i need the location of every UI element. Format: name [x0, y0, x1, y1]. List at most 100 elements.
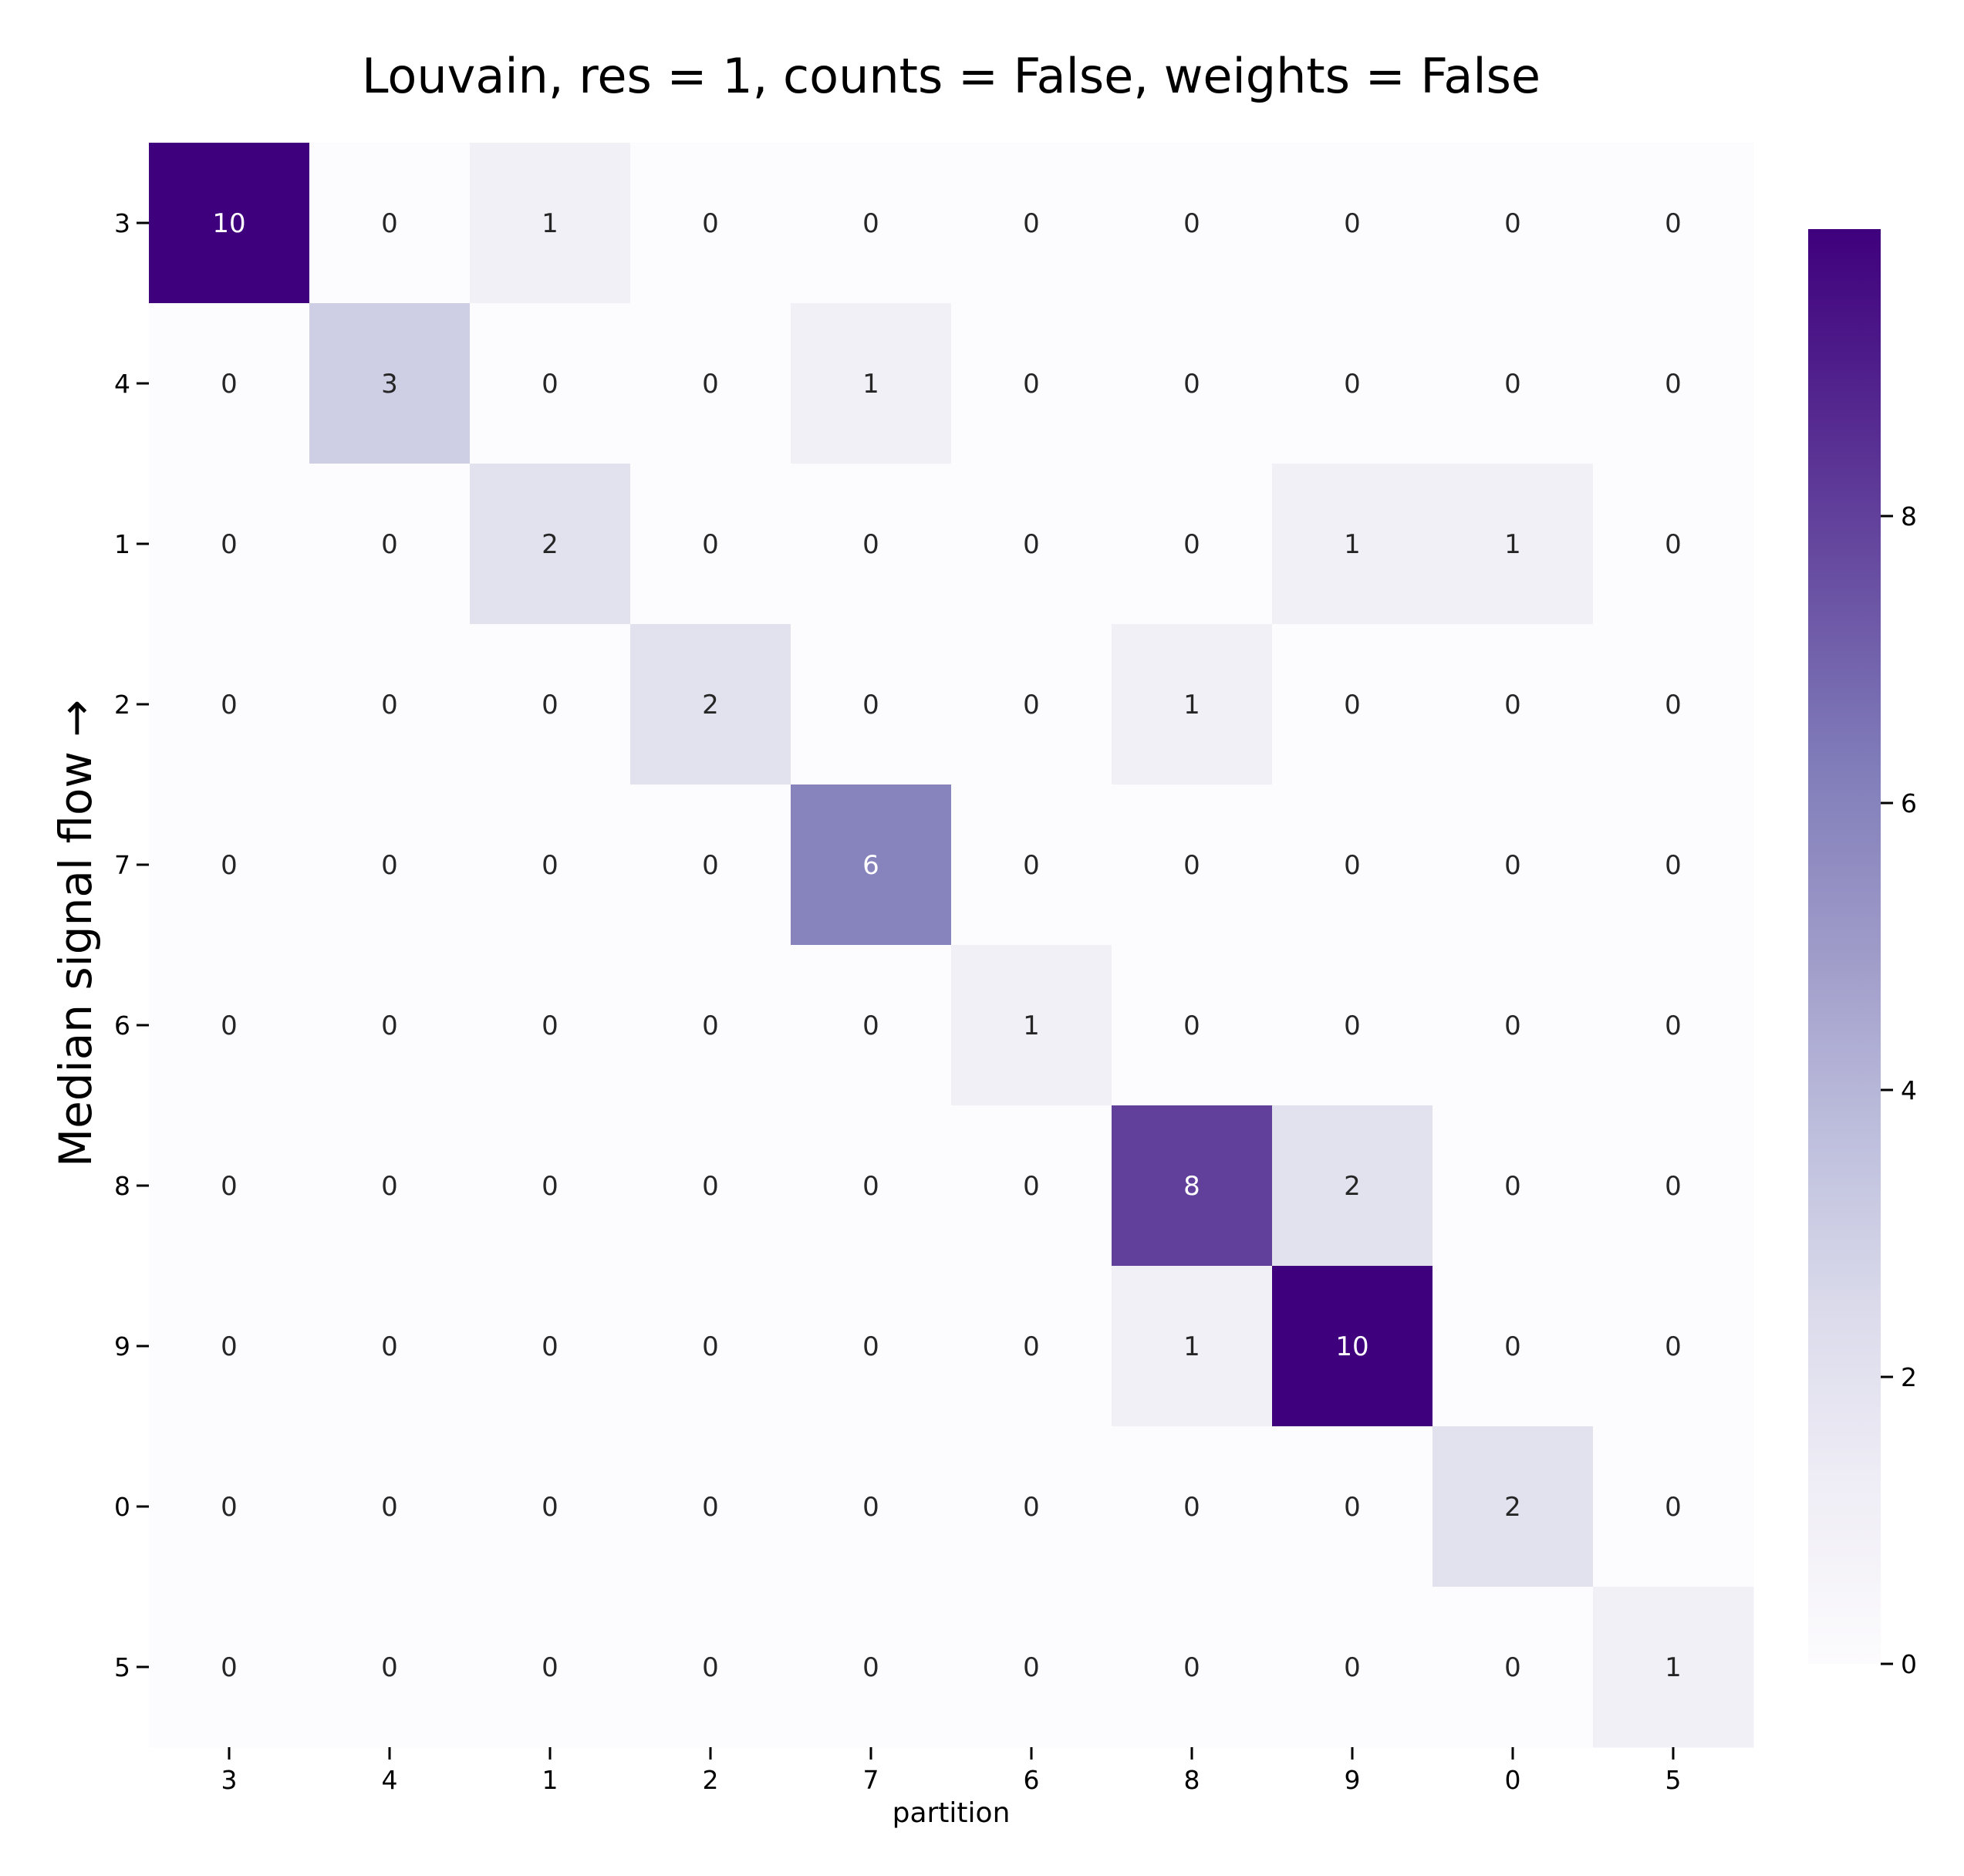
cell-value-label: 0 — [542, 690, 558, 720]
heatmap-cell — [1433, 784, 1594, 946]
y-tick-label: 7 — [114, 850, 130, 880]
cell-value-label: 0 — [381, 1492, 398, 1523]
heatmap-cell — [1593, 464, 1754, 625]
cell-value-label: 0 — [1504, 208, 1521, 239]
heatmap-cell — [1593, 1105, 1754, 1267]
colorbar — [1808, 229, 1881, 1664]
x-tick-label: 4 — [382, 1765, 398, 1795]
cell-value-label: 0 — [221, 369, 238, 400]
cell-value-label: 1 — [1504, 529, 1521, 560]
heatmap-cell — [1272, 945, 1433, 1106]
heatmap-cell — [1272, 1426, 1433, 1588]
cell-value-label: 0 — [1504, 1011, 1521, 1041]
heatmap-cell — [1593, 624, 1754, 785]
heatmap-cell — [1272, 784, 1433, 946]
heatmap-cell-labels: 10 0 1 0 0 0 0 0 0 00 3 0 0 1 0 0 0 0 00 0 2 0 0 0 0 1 1 00 0 0 2 0 0 1 0 0… — [212, 208, 1681, 1683]
y-tick-label: 3 — [114, 208, 130, 238]
cell-value-label: 0 — [1665, 1492, 1682, 1523]
cell-value-label: 0 — [1023, 1492, 1040, 1523]
cell-value-label: 8 — [1183, 1171, 1200, 1202]
x-axis-label: partition — [893, 1797, 1011, 1829]
cell-value-label: 2 — [1504, 1492, 1521, 1523]
cell-value-label: 0 — [1344, 208, 1361, 239]
cell-value-label: 0 — [702, 1171, 719, 1202]
x-tick-label: 9 — [1345, 1765, 1361, 1795]
heatmap-cell — [1593, 784, 1754, 946]
cell-value-label: 0 — [221, 850, 238, 881]
heatmap-cell — [470, 464, 631, 625]
cell-value-label: 0 — [1023, 690, 1040, 720]
cell-value-label: 0 — [1023, 529, 1040, 560]
cell-value-label: 0 — [1344, 850, 1361, 881]
cell-value-label: 0 — [702, 850, 719, 881]
heatmap-cell — [791, 303, 952, 464]
heatmap-cell — [1112, 143, 1273, 304]
heatmap-cell — [1272, 1587, 1433, 1748]
heatmap-cell — [1272, 624, 1433, 785]
heatmap-cell — [470, 1587, 631, 1748]
cell-value-label: 0 — [381, 1652, 398, 1683]
heatmap-cell — [309, 143, 471, 304]
cell-value-label: 0 — [1665, 1011, 1682, 1041]
cell-value-label: 0 — [1665, 1171, 1682, 1202]
heatmap-cell — [309, 1105, 471, 1267]
heatmap-cell — [951, 303, 1112, 464]
y-axis: 3 4 1 2 7 6 8 9 0 5 — [114, 208, 149, 1682]
y-tick-label: 8 — [114, 1171, 130, 1201]
cell-value-label: 10 — [212, 208, 245, 239]
cell-value-label: 1 — [542, 208, 558, 239]
colorbar-tick-label: 8 — [1901, 501, 1917, 531]
heatmap-cell — [149, 1105, 310, 1267]
heatmap-cell — [791, 1105, 952, 1267]
cell-value-label: 0 — [1504, 1652, 1521, 1683]
heatmap-cell — [309, 945, 471, 1106]
heatmap-cell — [1433, 303, 1594, 464]
heatmap-cell — [149, 945, 310, 1106]
heatmap-cell — [630, 143, 791, 304]
colorbar-tick-label: 2 — [1901, 1362, 1917, 1392]
cell-value-label: 0 — [221, 690, 238, 720]
heatmap-cell — [630, 464, 791, 625]
cell-value-label: 0 — [221, 1011, 238, 1041]
cell-value-label: 0 — [1665, 690, 1682, 720]
heatmap-cell — [1112, 784, 1273, 946]
heatmap-cell — [951, 1426, 1112, 1588]
cell-value-label: 0 — [1183, 1492, 1200, 1523]
y-tick-label: 9 — [114, 1331, 130, 1361]
heatmap-cell — [1433, 1426, 1594, 1588]
y-tick-label: 4 — [114, 369, 130, 399]
heatmap-cell — [470, 143, 631, 304]
cell-value-label: 0 — [542, 1011, 558, 1041]
cell-value-label: 1 — [1023, 1011, 1040, 1041]
heatmap-cell — [791, 1266, 952, 1427]
y-tick-label: 5 — [114, 1652, 130, 1682]
heatmap-cell — [1433, 464, 1594, 625]
heatmap-cell — [951, 1105, 1112, 1267]
cell-value-label: 1 — [1665, 1652, 1682, 1683]
cell-value-label: 0 — [702, 369, 719, 400]
cell-value-label: 0 — [1183, 850, 1200, 881]
cell-value-label: 0 — [1504, 369, 1521, 400]
cell-value-label: 0 — [702, 1492, 719, 1523]
cell-value-label: 1 — [1183, 1331, 1200, 1362]
x-tick-label: 1 — [542, 1765, 558, 1795]
heatmap-cell — [951, 464, 1112, 625]
heatmap-cell — [309, 1426, 471, 1588]
heatmap-cell — [309, 624, 471, 785]
heatmap-cell — [951, 1266, 1112, 1427]
cell-value-label: 6 — [862, 850, 879, 881]
heatmap-cell — [630, 624, 791, 785]
heatmap-cell — [1112, 624, 1273, 785]
heatmap-cell — [630, 1587, 791, 1748]
cell-value-label: 0 — [221, 1652, 238, 1683]
heatmap-cell — [1272, 143, 1433, 304]
cell-value-label: 0 — [1023, 208, 1040, 239]
cell-value-label: 0 — [221, 1492, 238, 1523]
cell-value-label: 0 — [702, 208, 719, 239]
y-tick-label: 6 — [114, 1011, 130, 1041]
heatmap-cell — [309, 1587, 471, 1748]
cell-value-label: 0 — [1344, 369, 1361, 400]
cell-value-label: 0 — [1504, 690, 1521, 720]
heatmap-cell — [309, 1266, 471, 1427]
cell-value-label: 0 — [221, 1331, 238, 1362]
